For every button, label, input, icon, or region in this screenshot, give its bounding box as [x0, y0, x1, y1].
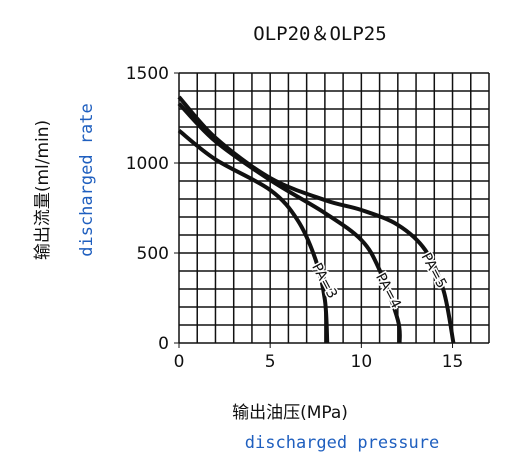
x-tick-label: 5	[265, 352, 276, 372]
chart-title: OLP20＆OLP25	[253, 23, 386, 45]
series-label: PA=3	[308, 261, 340, 302]
x-tick-label: 10	[351, 352, 373, 372]
y-tick-label: 1500	[126, 64, 169, 84]
x-tick-label: 15	[442, 352, 464, 372]
line	[177, 102, 402, 344]
y-tick-label: 500	[137, 244, 169, 264]
series-label: PA=4	[372, 270, 404, 311]
y-axis-label-en: discharged rate	[77, 103, 97, 257]
x-axis-label: 输出油压(MPa)	[232, 403, 348, 423]
x-axis-label-en: discharged pressure	[245, 433, 439, 453]
y-axis-label: 输出流量(ml/min)	[33, 120, 53, 260]
line	[177, 95, 456, 344]
y-tick-label: 1000	[126, 154, 169, 174]
line	[177, 129, 330, 344]
x-tick-label: 0	[174, 352, 185, 372]
y-tick-label: 0	[158, 334, 169, 354]
